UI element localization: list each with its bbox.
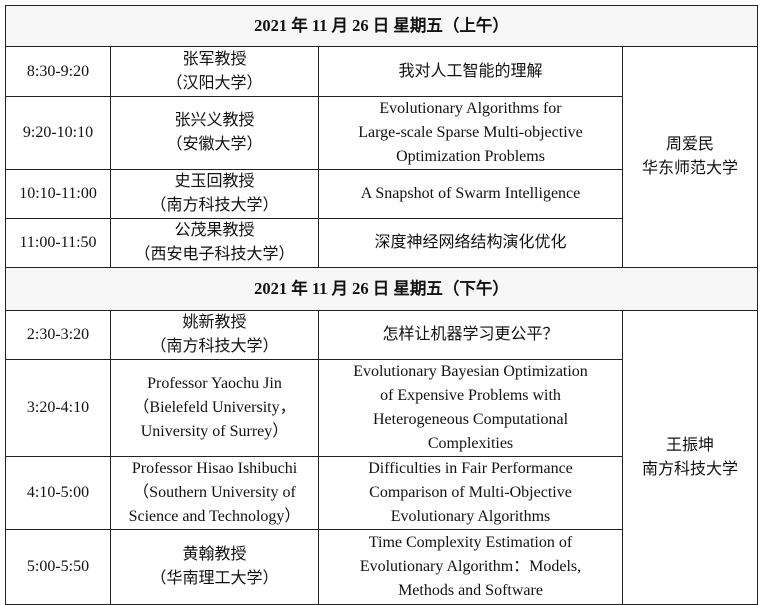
talk-title-line: 怎样让机器学习更公平？	[382, 326, 559, 343]
time-cell: 5:00-5:50	[5, 529, 111, 605]
talk-title-line: 我对人工智能的理解	[398, 62, 543, 80]
talk-title-cell: 我对人工智能的理解	[318, 46, 623, 97]
speaker-line: （安徽大学）	[166, 136, 263, 153]
talk-title-cell: Difficulties in Fair Performance Comparis…	[318, 456, 623, 530]
session-header-row: 2021 年 11 月 26 日 星期五（上午）	[4, 5, 759, 47]
chair-affiliation: 南方科技大学	[642, 460, 739, 478]
speaker-line: （华南理工大学）	[150, 570, 279, 587]
schedule-row: 2:30-3:20 姚新教授 （南方科技大学） 怎样让机器学习更公平？ 王振坤南方科技大…	[5, 310, 759, 605]
speaker-line: （南方科技大学）	[150, 197, 279, 214]
talk-title-line: Evolutionary Bayesian Optimization	[353, 363, 588, 380]
speaker-line: （汉阳大学）	[166, 74, 263, 92]
speaker-line: 姚新教授	[182, 314, 247, 331]
talk-title-line: A Snapshot of Swarm Intelligence	[360, 185, 581, 202]
speaker-line: 黄翰教授	[182, 546, 247, 563]
session-header-row: 2021 年 11 月 26 日 星期五（下午）	[4, 267, 759, 311]
talk-title-line: Optimization Problems	[396, 148, 545, 165]
schedule-row: 9:20-10:10 张兴义教授 （安徽大学） Evolutionary Algori…	[5, 96, 758, 170]
talk-title-cell: A Snapshot of Swarm Intelligence	[318, 169, 623, 219]
time-cell: 9:20-10:10	[5, 96, 111, 170]
time-cell: 8:30-9:20	[5, 46, 111, 97]
talk-title-line: 深度神经网络结构演化优化	[374, 234, 567, 251]
session-heading: 2021 年 11 月 26 日 星期五（上午）	[4, 5, 759, 47]
talk-title-line: Methods and Software	[398, 582, 543, 599]
time-cell: 4:10-5:00	[5, 456, 111, 530]
talk-title-line: Complexities	[427, 435, 514, 452]
talk-title-line: Evolutionary Algorithms	[390, 508, 551, 525]
speaker-line: University of Surrey）	[140, 423, 289, 440]
time-cell: 11:00-11:50	[5, 218, 111, 268]
speaker-line: 张军教授	[182, 50, 247, 68]
talk-title-cell: 深度神经网络结构演化优化	[318, 218, 623, 268]
talk-title-line: of Expensive Problems with	[380, 387, 561, 404]
speaker-cell: 张兴义教授 （安徽大学）	[110, 96, 319, 170]
speaker-line: Professor Yaochu Jin	[147, 375, 282, 392]
schedule-row: 5:00-5:50 黄翰教授 （华南理工大学） Time Complexity Est…	[5, 529, 758, 605]
speaker-line: 史玉回教授	[174, 173, 255, 190]
talk-title-cell: Evolutionary Algorithms for Large-scale S…	[318, 96, 623, 170]
speaker-cell: 史玉回教授 （南方科技大学）	[110, 169, 319, 219]
speaker-line: Science and Technology）	[128, 508, 301, 525]
talk-title-line: Evolutionary Algorithms for	[379, 100, 562, 117]
schedule-row: 8:30-9:20 张军教授 （汉阳大学） 我对人工智能的理解 周爱民 华东师范大学	[5, 46, 759, 268]
talk-title-line: Heterogeneous Computational	[372, 411, 569, 428]
schedule-row: 11:00-11:50 公茂果教授 （西安电子科技大学） 深度神经网络结构演化优化	[5, 218, 758, 268]
speaker-cell: 黄翰教授 （华南理工大学）	[110, 529, 319, 605]
schedule-table: 2021 年 11 月 26 日 星期五（上午） 8:30-9:20 张军教授 （汉阳…	[4, 5, 759, 605]
speaker-cell: Professor Yaochu Jin （Bielefeld Universit…	[110, 359, 319, 457]
speaker-line: （Bielefeld University，	[133, 399, 296, 416]
session-chair-cell: 周爱民 华东师范大学	[621, 46, 759, 268]
talk-title-cell: Evolutionary Bayesian Optimization of Exp…	[318, 359, 623, 457]
speaker-line: Professor Hisao Ishibuchi	[131, 460, 298, 477]
schedule-row: 10:10-11:00 史玉回教授 （南方科技大学） A Snapshot of Sw…	[5, 169, 758, 219]
speaker-cell: 公茂果教授 （西安电子科技大学）	[110, 218, 319, 268]
speaker-cell: 姚新教授 （南方科技大学）	[110, 310, 319, 360]
session-chair-cell: 王振坤 南方科技大学	[621, 310, 759, 605]
talk-title-line: Large-scale Sparse Multi-objective	[358, 124, 583, 141]
time-cell: 3:20-4:10	[5, 359, 111, 457]
talk-title-line: Comparison of Multi-Objective	[369, 484, 572, 501]
chair-name: 王振坤	[666, 436, 715, 454]
session-heading: 2021 年 11 月 26 日 星期五（下午）	[4, 267, 759, 311]
speaker-line: （西安电子科技大学）	[134, 246, 295, 263]
talk-title-line: Evolutionary Algorithm：Models,	[359, 558, 582, 575]
speaker-line: 张兴义教授	[174, 112, 255, 129]
time-cell: 2:30-3:20	[5, 310, 111, 360]
speaker-cell: Professor Hisao Ishibuchi （Southern Unive…	[110, 456, 319, 530]
speaker-line: （南方科技大学）	[150, 338, 279, 355]
talk-title-line: Difficulties in Fair Performance	[368, 460, 573, 477]
speaker-line: （Southern University of	[133, 484, 296, 501]
chair-affiliation: 华东师范大学	[642, 160, 739, 177]
talk-title-cell: Time Complexity Estimation of Evolutionar…	[318, 529, 623, 605]
chair-name: 周爱民	[666, 136, 715, 153]
speaker-line: 公茂果教授	[174, 222, 255, 239]
talk-title-cell: 怎样让机器学习更公平？	[318, 310, 623, 360]
schedule-row: 3:20-4:10 Professor Yaochu Jin （Bielefeld …	[5, 359, 758, 457]
talk-title-line: Time Complexity Estimation of	[368, 534, 573, 551]
schedule-row: 4:10-5:00 Professor Hisao Ishibuchi （South…	[5, 456, 758, 530]
speaker-cell: 张军教授 （汉阳大学）	[110, 46, 319, 97]
time-cell: 10:10-11:00	[5, 169, 111, 219]
